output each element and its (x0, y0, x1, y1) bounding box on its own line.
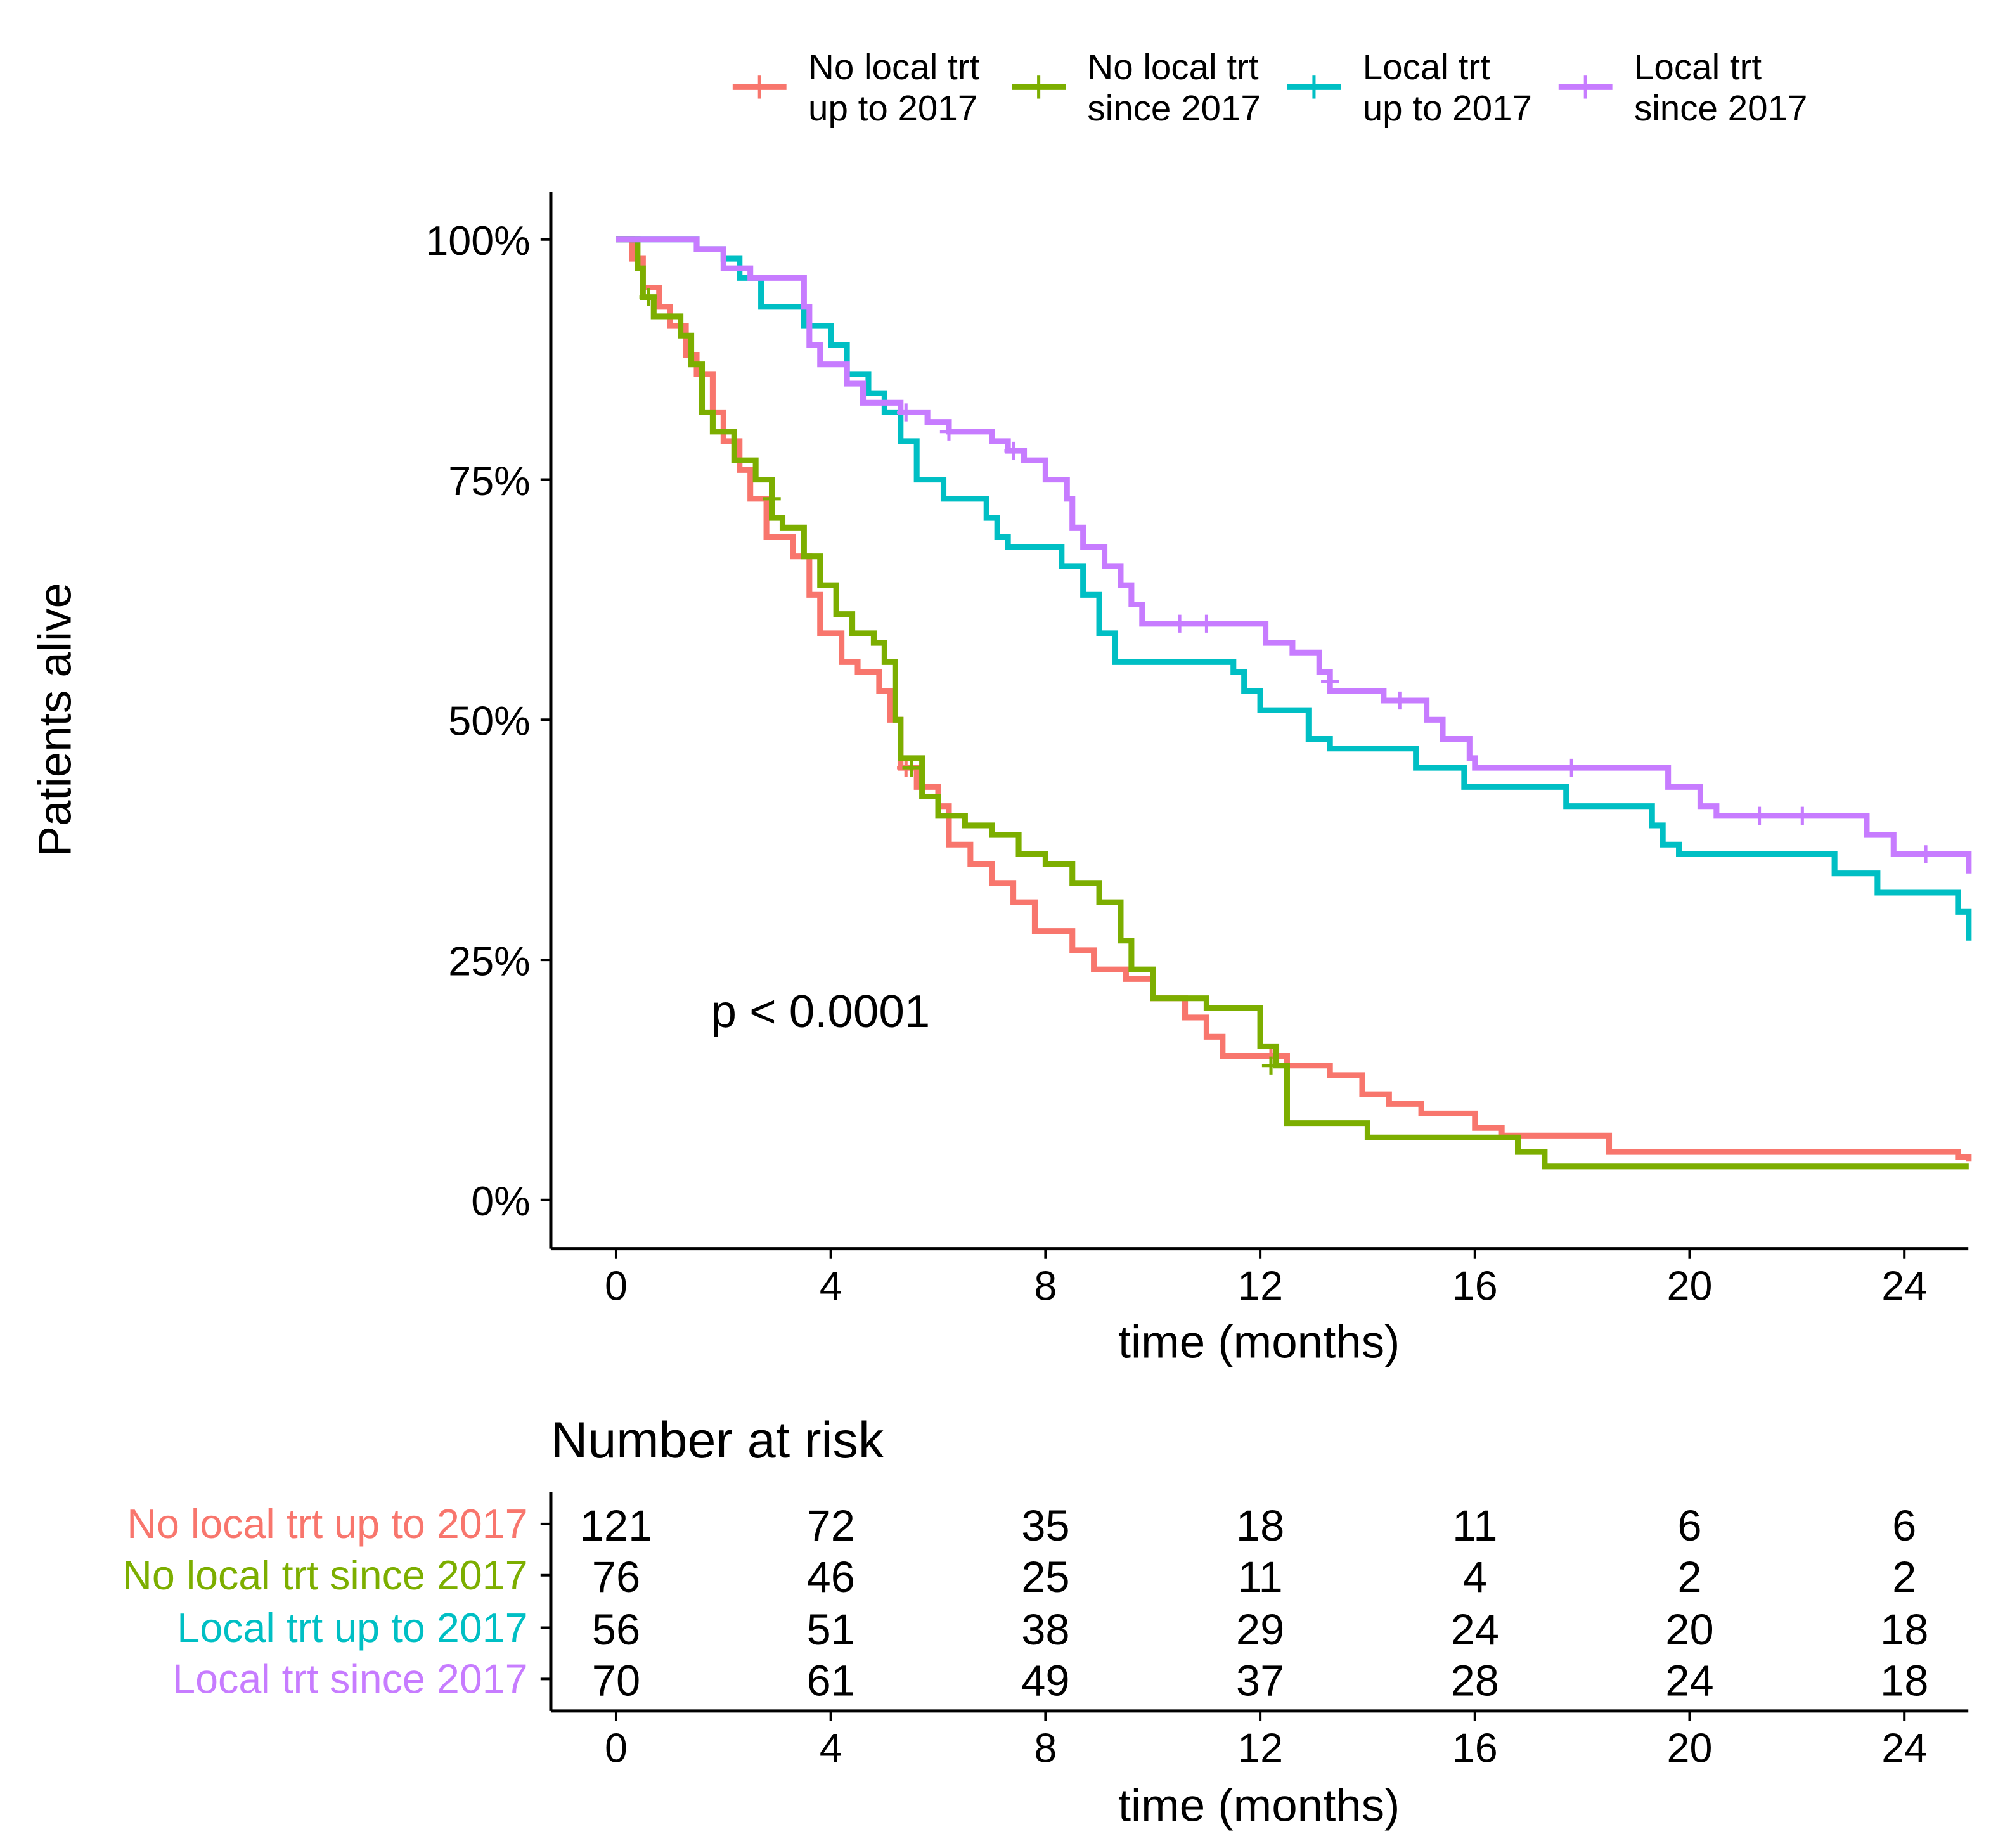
risk-row-label: No local trt since 2017 (122, 1552, 527, 1598)
risk-cell: 18 (1236, 1501, 1284, 1550)
risk-row-label: No local trt up to 2017 (127, 1501, 527, 1547)
km-curve-0 (616, 236, 1972, 1162)
risk-cell: 6 (1892, 1501, 1916, 1550)
censor-mark (639, 288, 657, 306)
legend-label: up to 2017 (1363, 88, 1532, 128)
risk-cell: 46 (806, 1553, 854, 1601)
risk-cell: 18 (1880, 1605, 1928, 1654)
legend-label: No local trt (808, 47, 980, 87)
x-tick-label: 4 (820, 1262, 842, 1308)
risk-cell: 11 (1237, 1553, 1282, 1601)
risk-cell: 11 (1452, 1501, 1497, 1550)
risk-cell: 18 (1880, 1657, 1928, 1705)
risk-cell: 24 (1451, 1605, 1499, 1654)
risk-cell: 2 (1677, 1553, 1701, 1601)
y-axis-title: Patients alive (29, 583, 81, 857)
risk-row-label: Local trt since 2017 (172, 1656, 527, 1702)
censor-mark (1793, 806, 1812, 825)
risk-x-tick-label: 0 (605, 1725, 628, 1771)
risk-x-tick-label: 20 (1667, 1725, 1713, 1771)
x-axis-title: time (months) (1118, 1316, 1400, 1367)
risk-cell: 4 (1463, 1553, 1487, 1601)
risk-cell: 28 (1451, 1657, 1499, 1705)
censor-mark (1321, 672, 1339, 690)
risk-table-title: Number at risk (551, 1412, 884, 1469)
risk-cell: 37 (1236, 1657, 1284, 1705)
censor-mark (1750, 806, 1769, 825)
legend-label: Local trt (1634, 47, 1762, 87)
survival-plot: 0% 25% 50% 75% 100% 0 4 8 12 16 20 24 (425, 192, 1972, 1308)
km-curve-1 (616, 236, 1969, 1170)
censor-mark (1391, 691, 1409, 710)
censor-mark (1004, 441, 1022, 460)
risk-cell: 61 (806, 1657, 854, 1705)
censor-mark (902, 758, 920, 777)
risk-x-tick-label: 4 (820, 1725, 842, 1771)
x-tick-label: 12 (1237, 1262, 1283, 1308)
censor-mark (1563, 758, 1581, 777)
risk-cell: 24 (1665, 1657, 1713, 1705)
risk-cell: 49 (1021, 1657, 1069, 1705)
risk-x-tick-label: 16 (1452, 1725, 1498, 1771)
risk-x-tick-label: 8 (1034, 1725, 1057, 1771)
censor-mark (939, 422, 958, 441)
legend-label: since 2017 (1087, 88, 1261, 128)
x-tick-label: 8 (1034, 1262, 1057, 1308)
risk-cell: 51 (806, 1605, 854, 1654)
risk-cell: 121 (580, 1501, 653, 1550)
x-tick-label: 16 (1452, 1262, 1498, 1308)
risk-cell: 20 (1665, 1605, 1713, 1654)
x-tick-label: 0 (605, 1262, 628, 1308)
y-tick-label: 100% (425, 217, 530, 264)
risk-cell: 25 (1021, 1553, 1069, 1601)
risk-row-label: Local trt up to 2017 (177, 1605, 527, 1651)
censor-mark (763, 489, 781, 508)
risk-cell: 2 (1892, 1553, 1916, 1601)
censor-mark (897, 403, 915, 422)
risk-cell: 70 (592, 1657, 640, 1705)
risk-x-tick-label: 24 (1881, 1725, 1927, 1771)
risk-cell: 38 (1021, 1605, 1069, 1654)
risk-x-axis-title: time (months) (1118, 1780, 1400, 1832)
legend-label: since 2017 (1634, 88, 1808, 128)
censor-mark (1261, 1056, 1280, 1075)
risk-table: No local trt up to 2017 121 72 35 18 11 6 6No l… (122, 1492, 1969, 1771)
p-value-annotation: p < 0.0001 (711, 986, 930, 1037)
km-curve-2 (616, 236, 1972, 941)
legend-label: No local trt (1087, 47, 1259, 87)
risk-cell: 35 (1021, 1501, 1069, 1550)
legend-label: Local trt (1363, 47, 1490, 87)
x-tick-label: 24 (1881, 1262, 1927, 1308)
y-tick-label: 75% (448, 458, 530, 504)
censor-mark (1197, 614, 1216, 633)
y-tick-label: 50% (448, 698, 530, 744)
censor-mark (1170, 614, 1189, 633)
y-tick-label: 0% (471, 1178, 530, 1224)
censor-mark (1916, 845, 1935, 863)
risk-cell: 76 (592, 1553, 640, 1601)
risk-cell: 29 (1236, 1605, 1284, 1654)
legend-label: up to 2017 (808, 88, 977, 128)
x-tick-label: 20 (1667, 1262, 1713, 1308)
risk-cell: 72 (806, 1501, 854, 1550)
km-curve-3 (616, 236, 1972, 874)
risk-cell: 56 (592, 1605, 640, 1654)
risk-x-tick-label: 12 (1237, 1725, 1283, 1771)
risk-cell: 6 (1677, 1501, 1701, 1550)
y-tick-label: 25% (448, 938, 530, 984)
